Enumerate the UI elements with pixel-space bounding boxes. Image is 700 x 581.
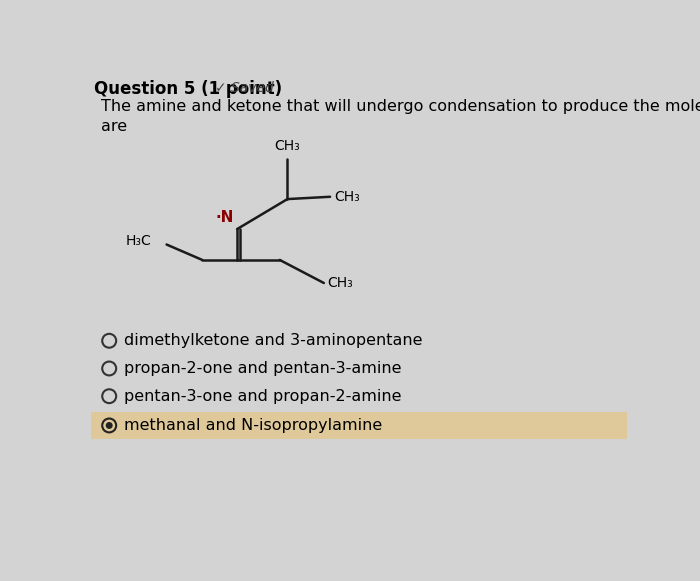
Text: propan-2-one and pentan-3-amine: propan-2-one and pentan-3-amine bbox=[124, 361, 401, 376]
FancyBboxPatch shape bbox=[90, 413, 627, 439]
Text: CH₃: CH₃ bbox=[334, 190, 360, 204]
Text: Question 5 (1 point): Question 5 (1 point) bbox=[94, 81, 282, 99]
Text: dimethylketone and 3-aminopentane: dimethylketone and 3-aminopentane bbox=[124, 333, 422, 348]
Text: ✓ Saved: ✓ Saved bbox=[216, 81, 274, 95]
Circle shape bbox=[106, 422, 113, 429]
Text: CH₃: CH₃ bbox=[274, 139, 300, 153]
Text: CH₃: CH₃ bbox=[328, 276, 354, 290]
Text: methanal and N-isopropylamine: methanal and N-isopropylamine bbox=[124, 418, 382, 433]
Text: H₃C: H₃C bbox=[125, 234, 151, 248]
Text: The amine and ketone that will undergo condensation to produce the molecule show: The amine and ketone that will undergo c… bbox=[102, 99, 700, 134]
Text: pentan-3-one and propan-2-amine: pentan-3-one and propan-2-amine bbox=[124, 389, 401, 404]
Text: ·N: ·N bbox=[216, 210, 234, 225]
